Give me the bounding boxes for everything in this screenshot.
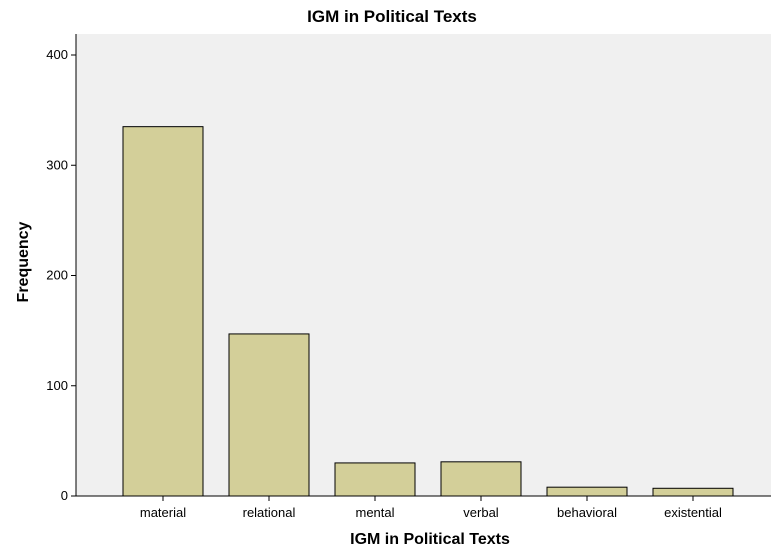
bar-verbal: [440, 461, 522, 497]
y-axis-title: Frequency: [15, 221, 32, 302]
bars-group: [122, 126, 734, 497]
bar-relational: [228, 333, 310, 497]
x-tick-labels: material relational mental verbal behavioral…: [140, 496, 722, 520]
x-tick-label-behavioral: behavioral: [557, 505, 617, 520]
x-tick-label-mental: mental: [355, 505, 394, 520]
y-tick-label: 300: [46, 157, 68, 172]
x-axis-title: IGM in Political Texts: [350, 531, 510, 548]
x-tick-label-existential: existential: [664, 505, 722, 520]
y-tick-label: 100: [46, 378, 68, 393]
x-tick-label-relational: relational: [243, 505, 296, 520]
bar-mental: [334, 462, 416, 497]
y-tick-label: 0: [61, 488, 68, 503]
y-tick-label: 200: [46, 268, 68, 283]
bar-behavioral: [546, 486, 628, 497]
bar-material: [122, 126, 204, 497]
chart-title: IGM in Political Texts: [307, 7, 477, 26]
y-tick-label: 400: [46, 47, 68, 62]
x-tick-label-verbal: verbal: [463, 505, 499, 520]
x-tick-label-material: material: [140, 505, 186, 520]
bar-existential: [652, 487, 734, 497]
y-axis: 0 100 200 300 400: [46, 47, 76, 503]
